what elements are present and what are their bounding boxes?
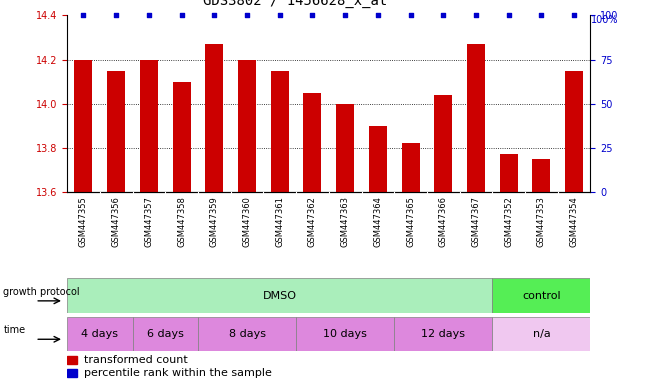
Point	[274, 12, 285, 18]
Bar	[238, 60, 256, 192]
Bar	[270, 71, 289, 192]
Text: 6 days: 6 days	[147, 329, 184, 339]
Bar	[401, 144, 419, 192]
Point	[536, 12, 547, 18]
Text: percentile rank within the sample: percentile rank within the sample	[84, 368, 272, 378]
Text: GSM447361: GSM447361	[275, 196, 285, 247]
Text: GSM447363: GSM447363	[341, 196, 350, 247]
Text: control: control	[522, 291, 561, 301]
Text: GSM447357: GSM447357	[144, 196, 154, 247]
Text: 10 days: 10 days	[323, 329, 367, 339]
Text: 4 days: 4 days	[81, 329, 118, 339]
Text: GDS3802 / 1456628_x_at: GDS3802 / 1456628_x_at	[203, 0, 387, 8]
Point	[340, 12, 350, 18]
Text: GSM447355: GSM447355	[79, 196, 88, 247]
Text: 100%: 100%	[590, 15, 618, 25]
Bar	[296, 317, 394, 351]
Bar	[467, 44, 485, 192]
Point	[242, 12, 252, 18]
Point	[372, 12, 383, 18]
Text: DMSO: DMSO	[263, 291, 297, 301]
Point	[470, 12, 481, 18]
Text: GSM447356: GSM447356	[111, 196, 121, 247]
Text: GSM447359: GSM447359	[210, 196, 219, 247]
Bar	[434, 95, 452, 192]
Text: growth protocol: growth protocol	[3, 287, 80, 297]
Bar	[133, 317, 198, 351]
Point	[307, 12, 318, 18]
Point	[438, 12, 449, 18]
Text: GSM447352: GSM447352	[504, 196, 513, 247]
Text: GSM447358: GSM447358	[177, 196, 186, 247]
Point	[405, 12, 416, 18]
Point	[78, 12, 89, 18]
Point	[176, 12, 187, 18]
Bar	[205, 44, 223, 192]
Point	[569, 12, 580, 18]
Text: GSM447354: GSM447354	[570, 196, 578, 247]
Text: n/a: n/a	[533, 329, 550, 339]
Text: GSM447364: GSM447364	[373, 196, 382, 247]
Bar	[107, 71, 125, 192]
Bar	[140, 60, 158, 192]
Point	[111, 12, 121, 18]
Bar	[303, 93, 321, 192]
Bar	[336, 104, 354, 192]
Text: GSM447366: GSM447366	[439, 196, 448, 247]
Bar	[565, 71, 583, 192]
Bar	[74, 60, 93, 192]
Bar	[369, 126, 387, 192]
Bar	[67, 317, 133, 351]
Text: GSM447365: GSM447365	[406, 196, 415, 247]
Bar	[67, 369, 77, 377]
Bar	[532, 159, 550, 192]
Text: GSM447362: GSM447362	[308, 196, 317, 247]
Point	[503, 12, 514, 18]
Text: GSM447360: GSM447360	[242, 196, 252, 247]
Point	[144, 12, 154, 18]
Text: 8 days: 8 days	[229, 329, 266, 339]
Bar	[500, 154, 518, 192]
Text: transformed count: transformed count	[84, 355, 188, 365]
Bar	[493, 278, 590, 313]
Bar	[198, 317, 296, 351]
Bar	[172, 82, 191, 192]
Bar	[395, 317, 493, 351]
Text: GSM447367: GSM447367	[472, 196, 480, 247]
Bar	[67, 278, 493, 313]
Text: time: time	[3, 325, 25, 335]
Bar	[67, 356, 77, 364]
Text: 12 days: 12 days	[421, 329, 465, 339]
Text: GSM447353: GSM447353	[537, 196, 546, 247]
Bar	[493, 317, 590, 351]
Point	[209, 12, 219, 18]
